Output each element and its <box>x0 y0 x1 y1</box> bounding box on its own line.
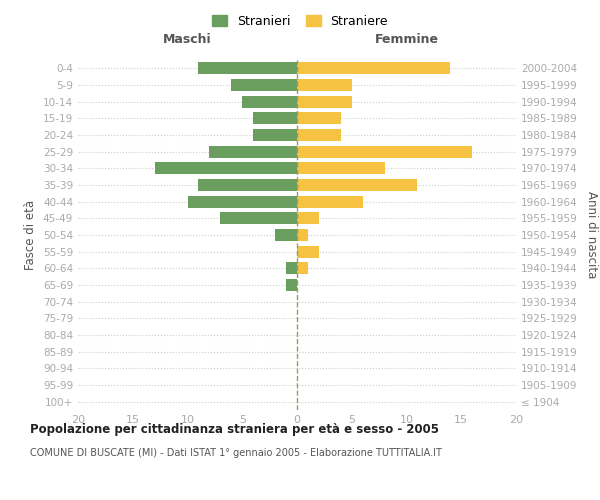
Bar <box>297 129 341 141</box>
Bar <box>286 279 297 291</box>
Legend: Stranieri, Straniere: Stranieri, Straniere <box>208 11 392 32</box>
Bar <box>297 246 319 258</box>
Bar <box>297 112 341 124</box>
Bar <box>253 112 297 124</box>
Bar <box>297 179 418 191</box>
Bar <box>297 162 385 174</box>
Bar <box>199 179 297 191</box>
Bar <box>297 212 319 224</box>
Bar <box>286 262 297 274</box>
Bar <box>297 96 352 108</box>
Bar <box>297 229 308 241</box>
Bar <box>199 62 297 74</box>
Bar <box>253 129 297 141</box>
Text: COMUNE DI BUSCATE (MI) - Dati ISTAT 1° gennaio 2005 - Elaborazione TUTTITALIA.IT: COMUNE DI BUSCATE (MI) - Dati ISTAT 1° g… <box>30 448 442 458</box>
Bar <box>297 146 472 158</box>
Bar <box>275 229 297 241</box>
Y-axis label: Anni di nascita: Anni di nascita <box>586 192 598 278</box>
Bar <box>209 146 297 158</box>
Bar <box>232 79 297 91</box>
Text: Popolazione per cittadinanza straniera per età e sesso - 2005: Popolazione per cittadinanza straniera p… <box>30 422 439 436</box>
Bar <box>220 212 297 224</box>
Text: Femmine: Femmine <box>374 33 439 46</box>
Bar <box>297 262 308 274</box>
Bar <box>297 196 363 207</box>
Bar <box>242 96 297 108</box>
Y-axis label: Fasce di età: Fasce di età <box>25 200 37 270</box>
Bar <box>188 196 297 207</box>
Bar <box>155 162 297 174</box>
Text: Maschi: Maschi <box>163 33 212 46</box>
Bar <box>297 79 352 91</box>
Bar <box>297 62 451 74</box>
